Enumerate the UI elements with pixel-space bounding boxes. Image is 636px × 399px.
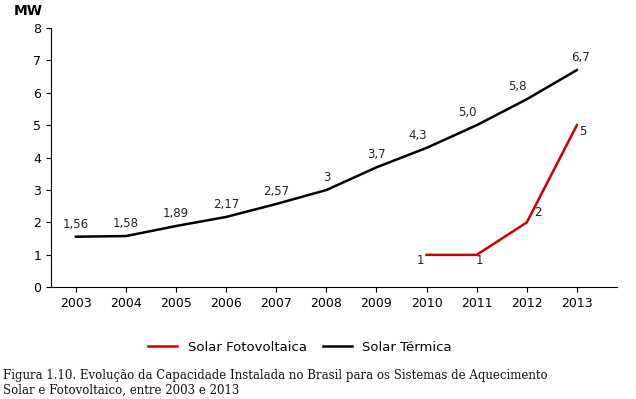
Legend: Solar Fotovoltaica, Solar Térmica: Solar Fotovoltaica, Solar Térmica: [148, 341, 452, 354]
Solar Térmica: [72, 234, 80, 239]
Solar Térmica: [473, 123, 480, 128]
Solar Térmica: [322, 188, 330, 192]
Text: 5,8: 5,8: [509, 81, 527, 93]
Text: 1: 1: [417, 254, 424, 267]
Line: Solar Fotovoltaica: Solar Fotovoltaica: [427, 125, 577, 255]
Solar Térmica: [272, 201, 280, 206]
Solar Térmica: [573, 68, 581, 73]
Line: Solar Térmica: Solar Térmica: [76, 70, 577, 237]
Solar Térmica: [172, 223, 180, 228]
Solar Térmica: [373, 165, 380, 170]
Solar Fotovoltaica: [523, 220, 530, 225]
Text: 2,57: 2,57: [263, 185, 289, 198]
Solar Térmica: [122, 234, 130, 239]
Solar Fotovoltaica: [473, 253, 480, 257]
Text: Solar e Fotovoltaico, entre 2003 e 2013: Solar e Fotovoltaico, entre 2003 e 2013: [3, 384, 240, 397]
Text: 3: 3: [322, 171, 330, 184]
Text: 3,7: 3,7: [367, 148, 386, 162]
Text: 1,56: 1,56: [63, 218, 89, 231]
Text: 2: 2: [534, 205, 541, 219]
Text: 4,3: 4,3: [408, 129, 427, 142]
Text: 5: 5: [579, 124, 586, 138]
Text: 1,58: 1,58: [113, 217, 139, 230]
Solar Fotovoltaica: [573, 123, 581, 128]
Text: Figura 1.10. Evolução da Capacidade Instalada no Brasil para os Sistemas de Aque: Figura 1.10. Evolução da Capacidade Inst…: [3, 369, 548, 382]
Solar Térmica: [423, 146, 431, 150]
Solar Térmica: [523, 97, 530, 102]
Text: 6,7: 6,7: [572, 51, 590, 64]
Text: 1,89: 1,89: [163, 207, 189, 220]
Text: MW: MW: [14, 4, 43, 18]
Text: 1: 1: [476, 254, 483, 267]
Solar Fotovoltaica: [423, 253, 431, 257]
Text: 5,0: 5,0: [459, 107, 477, 119]
Solar Térmica: [223, 215, 230, 219]
Text: 2,17: 2,17: [213, 198, 239, 211]
